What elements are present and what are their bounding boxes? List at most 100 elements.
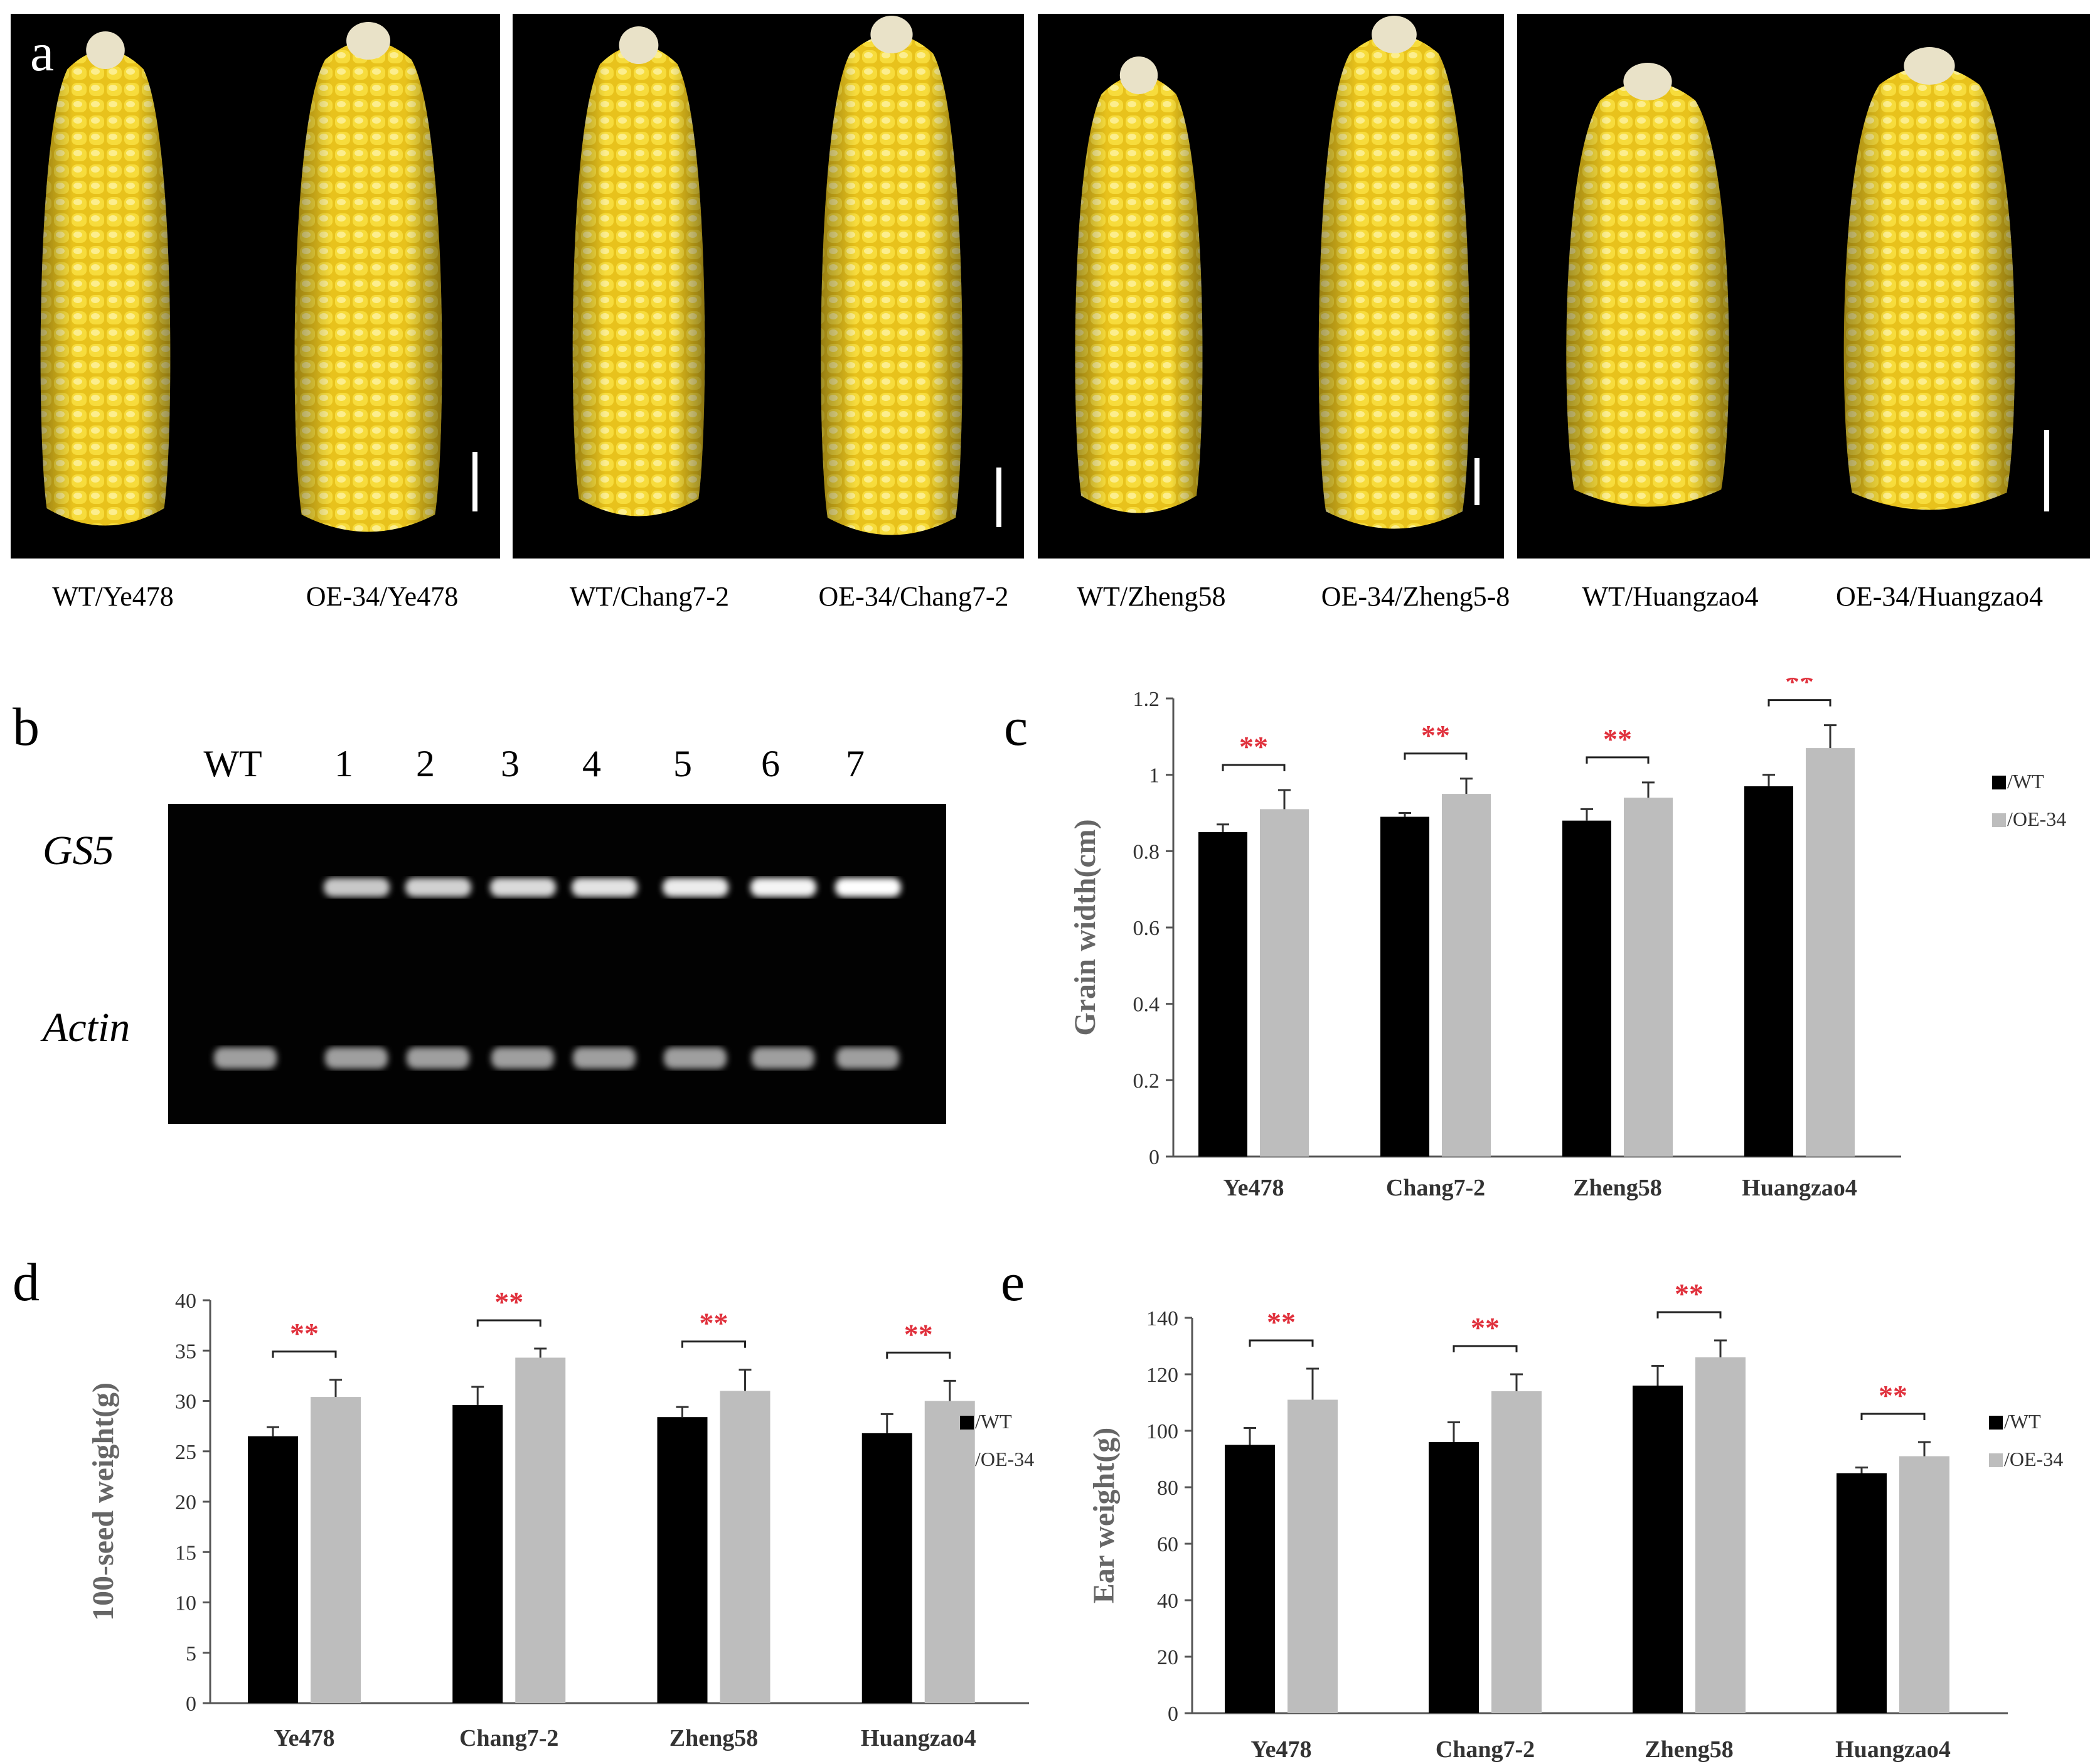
gel-band-actin [752, 1047, 814, 1069]
y-tick-label: 30 [175, 1391, 196, 1414]
gel-bands-svg [214, 878, 901, 1069]
corn-ear-tip [1119, 56, 1158, 94]
category-label: Chang7-2 [459, 1725, 558, 1751]
gel-band-gs5 [572, 878, 637, 897]
gel-band-gs5 [405, 878, 471, 897]
gel-lane-label: 4 [582, 743, 601, 784]
bar-wt [1837, 1473, 1887, 1713]
y-tick-label: 0.8 [1133, 840, 1160, 863]
gel-band-actin [407, 1047, 469, 1069]
bar-oe [1806, 748, 1855, 1157]
category-label: Chang7-2 [1386, 1175, 1485, 1201]
significance-bracket [681, 1340, 746, 1348]
y-tick-label: 15 [175, 1541, 196, 1564]
significance-bracket [476, 1319, 541, 1327]
bar-wt [1744, 786, 1793, 1157]
category-label: Huangzao4 [1835, 1736, 1951, 1763]
legend-swatch-oe [960, 1453, 974, 1467]
chart-ear-weight: 0 20 40 60 80 100 120 140 Ear weight(g) ** Ye478 **… [1087, 1278, 2063, 1763]
bar-wt [657, 1417, 708, 1703]
category-label: Zheng58 [669, 1725, 758, 1751]
gel-band-gs5 [324, 878, 390, 897]
y-tick-label: 40 [175, 1290, 196, 1313]
gel-row-label-actin: Actin [43, 1005, 131, 1050]
gel-band-actin [491, 1047, 554, 1069]
panel-letter-b: b [13, 697, 40, 757]
y-tick-label: 100 [1146, 1420, 1178, 1443]
gel-lane-label: 2 [416, 743, 435, 784]
gel-band-actin [325, 1047, 388, 1069]
corn-ear-shading [1566, 82, 1729, 507]
significance-bracket [886, 1351, 951, 1359]
chart-100-seed-weight: 0 5 10 15 20 25 30 35 40 100-seed weight(g) ** Ye47… [87, 1286, 1034, 1751]
y-tick-label: 1 [1149, 764, 1160, 788]
panel-letter-a: a [30, 22, 55, 82]
y-tick-label: 20 [175, 1491, 196, 1514]
corn-ear-tip [870, 16, 913, 53]
legend-label-oe: /OE-34 [2007, 808, 2066, 830]
significance-bracket [1860, 1413, 1926, 1420]
gel-band-gs5 [663, 878, 728, 897]
y-tick-label: 35 [175, 1340, 196, 1363]
category-label: Ye478 [1223, 1175, 1284, 1201]
gel-lane-label: WT [203, 743, 262, 784]
bar-oe [720, 1391, 770, 1703]
legend-swatch-wt [1989, 1416, 2003, 1430]
caption-oe-ye478: OE-34/Ye478 [306, 581, 459, 612]
y-tick-label: 80 [1157, 1477, 1178, 1500]
bar-oe [515, 1357, 566, 1703]
y-tick-label: 10 [175, 1592, 196, 1615]
bar-oe [311, 1397, 361, 1703]
caption-oe-huangzao4: OE-34/Huangzao4 [1836, 581, 2043, 612]
chart-grain-width: 0 0.2 0.4 0.6 0.8 1 1.2 Grain width(cm) ** Ye478 *… [1069, 678, 2066, 1201]
bar-wt [1562, 820, 1611, 1157]
category-label: Ye478 [274, 1725, 334, 1751]
gel-lane-label: 5 [673, 743, 692, 784]
corn-ears-svg [40, 16, 2049, 535]
significance-bracket [1404, 752, 1468, 760]
caption-wt-zheng58: WT/Zheng58 [1077, 581, 1226, 612]
significance-mark: ** [1471, 1312, 1500, 1344]
gel-band-gs5 [750, 878, 816, 897]
caption-wt-huangzao4: WT/Huangzao4 [1582, 581, 1759, 612]
significance-mark: ** [1603, 723, 1632, 755]
significance-bracket [1767, 699, 1831, 707]
significance-mark: ** [904, 1318, 933, 1350]
y-tick-label: 120 [1146, 1364, 1178, 1387]
category-label: Huangzao4 [861, 1725, 976, 1751]
significance-bracket [1656, 1311, 1722, 1318]
bar-wt [248, 1436, 298, 1703]
significance-mark: ** [1421, 719, 1450, 751]
y-tick-label: 0.6 [1133, 917, 1160, 940]
significance-mark: ** [700, 1307, 728, 1339]
bar-oe [1899, 1456, 1949, 1713]
bar-oe [1624, 798, 1673, 1157]
bar-wt [1198, 831, 1247, 1157]
bar-wt [1429, 1442, 1479, 1713]
gel-lane-label: 1 [334, 743, 353, 784]
caption-wt-chang7-2: WT/Chang7-2 [569, 581, 730, 612]
bar-wt [1225, 1445, 1275, 1713]
y-tick-label: 25 [175, 1441, 196, 1464]
bar-wt [452, 1404, 503, 1703]
significance-mark: ** [1675, 1278, 1703, 1310]
y-tick-label: 60 [1157, 1533, 1178, 1556]
corn-ear-shading [294, 41, 442, 532]
gel-lane-label: 6 [761, 743, 780, 784]
gel-lane-label: 7 [846, 743, 865, 784]
corn-ear-shading [572, 45, 705, 516]
legend-swatch-oe [1989, 1453, 2003, 1467]
caption-oe-chang7-2: OE-34/Chang7-2 [818, 581, 1009, 612]
gel-row-label-gs5: GS5 [43, 828, 114, 874]
gel-image [168, 804, 946, 1124]
bar-oe [924, 1401, 975, 1703]
corn-ear-tip [1904, 47, 1955, 85]
y-tick-label: 0 [1149, 1146, 1160, 1169]
y-tick-label: 20 [1157, 1646, 1178, 1669]
legend-label-oe: /OE-34 [975, 1448, 1034, 1470]
category-label: Zheng58 [1573, 1175, 1661, 1201]
significance-bracket [1453, 1345, 1518, 1352]
category-label: Huangzao4 [1742, 1175, 1857, 1201]
y-axis-label: 100-seed weight(g) [87, 1382, 120, 1621]
bar-oe [1260, 809, 1309, 1157]
